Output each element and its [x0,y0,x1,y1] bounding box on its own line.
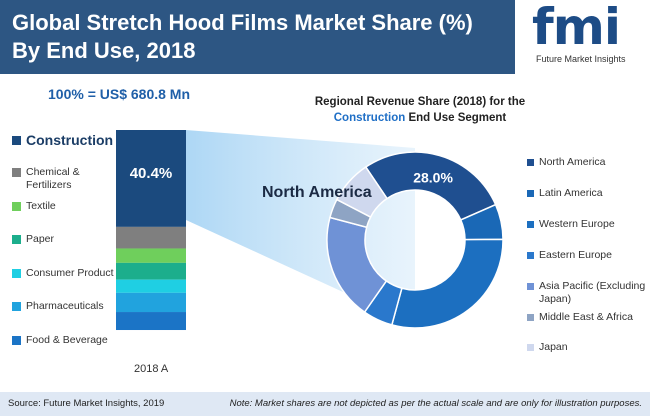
legend-swatch [12,336,21,345]
legend-swatch [12,302,21,311]
donut-slice [390,238,504,329]
bar-segment [116,226,186,249]
legend-label: Chemical & Fertilizers [26,166,80,191]
legend-label: Latin America [539,187,603,199]
donut-slice [335,166,389,219]
legend-item-pharma: Pharmaceuticals [12,300,127,313]
legend-label: Construction [26,132,114,148]
scale-note: Note: Market shares are not depicted as … [229,398,642,409]
donut-title-line2: Construction End Use Segment [300,110,540,126]
legend-item-latin-america: Latin America [527,187,647,200]
legend-item-apej: Asia Pacific (Excluding Japan) [527,280,647,306]
legend-item-japan: Japan [527,341,647,354]
header-band [0,0,515,74]
legend-swatch [527,314,534,321]
donut-title-highlight: Construction [333,112,406,124]
legend-label: Pharmaceuticals [26,300,104,312]
legend-item-paper: Paper [12,233,127,246]
legend-item-textile: Textile [12,200,127,213]
bar-segment [116,248,186,263]
bar-data-label: 40.4% [130,165,173,182]
total-market-value: 100% = US$ 680.8 Mn [48,86,191,102]
legend-item-food: Food & Beverage [12,334,127,347]
legend-item-construction: Construction [12,132,127,148]
legend-swatch [12,235,21,244]
legend-label: Middle East & Africa [539,311,633,323]
donut-title-rest: End Use Segment [405,112,507,124]
legend-swatch [527,252,534,259]
legend-swatch [527,283,534,290]
bar-category-label: 2018 A [134,363,169,375]
legend-swatch [527,159,534,166]
bar-segment [116,130,186,227]
legend-label: North America [539,156,606,168]
bar-segment [116,312,186,331]
legend-label: Paper [26,233,55,245]
legend-label: Japan [539,341,568,353]
footer: Source: Future Market Insights, 2019 Not… [0,392,650,416]
header: Global Stretch Hood Films Market Share (… [0,0,650,74]
legend-label: Food & Beverage [26,334,108,346]
legend-label: Textile [26,200,56,212]
legend-item-western-europe: Western Europe [527,218,647,231]
legend-label: Consumer Product [26,267,114,279]
donut-slice [364,151,497,221]
legend-label: Asia Pacific (Excluding Japan) [539,280,646,305]
donut-callout: North America [262,184,372,201]
bar-segment [116,292,186,313]
legend-item-consumer: Consumer Product [12,267,127,280]
donut-data-label: 28.0% [413,170,453,186]
legend-item-mea: Middle East & Africa [527,311,647,324]
legend-item-eastern-europe: Eastern Europe [527,249,647,262]
legend-swatch [527,221,534,228]
legend-swatch [12,136,21,145]
donut-title-line1: Regional Revenue Share (2018) for the [314,96,526,108]
legend-swatch [12,269,21,278]
legend-label: Eastern Europe [539,249,612,261]
legend-swatch [527,344,534,351]
legend-swatch [527,190,534,197]
donut-title: Regional Revenue Share (2018) for the Co… [300,94,540,126]
legend-item-chemical: Chemical & Fertilizers [12,166,127,192]
source-note: Source: Future Market Insights, 2019 [8,398,165,409]
logo: fmi Future Market Insights [522,0,646,70]
legend-swatch [12,202,21,211]
bar-segment [116,279,186,293]
legend-label: Western Europe [539,218,615,230]
legend-item-north-america: North America [527,156,647,169]
legend-swatch [12,168,21,177]
bar-segment [116,262,186,280]
logo-subtitle: Future Market Insights [536,54,626,64]
chart-title: Global Stretch Hood Films Market Share (… [12,10,473,63]
logo-text: fmi [532,0,621,56]
